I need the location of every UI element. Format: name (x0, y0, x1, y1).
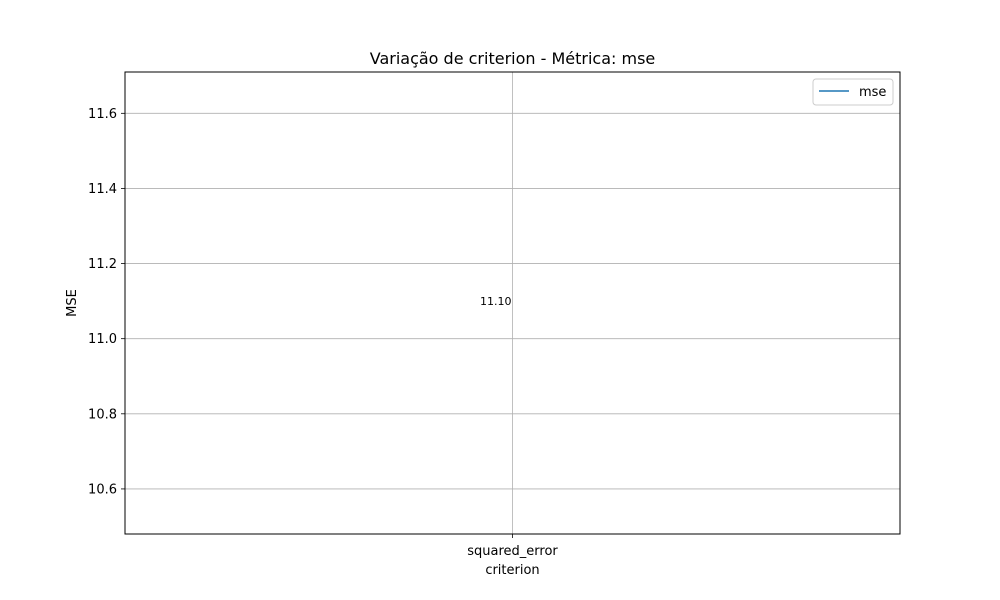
legend-box (812, 78, 894, 106)
chart-title: Variação de criterion - Métrica: mse (370, 49, 656, 68)
series-layer: 11.10 (480, 295, 512, 308)
y-axis-label: MSE (65, 289, 80, 317)
x-axis: squared_error (467, 534, 558, 559)
y-tick-label: 11.0 (88, 332, 117, 347)
legend-label-mse: mse (859, 85, 886, 100)
y-tick-label: 10.8 (88, 407, 117, 422)
y-tick-label: 11.6 (88, 107, 117, 122)
legend: mse (812, 78, 894, 106)
grid-lines (125, 72, 900, 534)
x-axis-label: criterion (485, 563, 539, 578)
data-label: 11.10 (480, 295, 512, 308)
x-tick-label: squared_error (467, 544, 558, 559)
y-tick-label: 10.6 (88, 482, 117, 497)
y-tick-label: 11.2 (88, 257, 117, 272)
y-axis: 10.6 10.8 11.0 11.2 11.4 11.6 (88, 107, 125, 497)
y-tick-label: 11.4 (88, 182, 117, 197)
